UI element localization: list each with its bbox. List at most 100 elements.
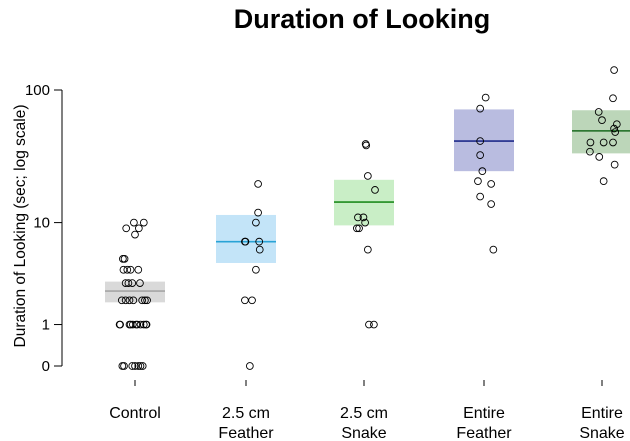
- data-point: [476, 137, 485, 145]
- data-point: [474, 177, 482, 185]
- data-point: [487, 200, 496, 208]
- data-point: [255, 245, 264, 254]
- data-point: [124, 279, 133, 287]
- data-point: [136, 320, 145, 329]
- x-tick-label: Snake: [579, 425, 624, 441]
- data-point: [119, 254, 127, 263]
- data-point: [116, 320, 125, 329]
- data-point: [134, 265, 143, 274]
- data-point: [241, 296, 249, 305]
- data-point: [476, 151, 485, 159]
- data-point: [362, 141, 371, 150]
- data-point: [126, 320, 135, 329]
- data-point: [248, 296, 256, 305]
- x-tick-label: Snake: [341, 425, 386, 441]
- y-axis: 0 1 10 100: [25, 82, 63, 375]
- data-point: [128, 279, 137, 287]
- data-point: [123, 265, 132, 274]
- data-point: [610, 66, 618, 74]
- data-point: [139, 218, 148, 227]
- data-point: [586, 138, 595, 147]
- y-tick-label: 100: [25, 82, 50, 99]
- data-point: [489, 245, 498, 254]
- ci-box: [216, 214, 276, 263]
- x-axis-categories: Control 2.5 cm Feather 2.5 cm Snake Entire Fea…: [109, 380, 625, 441]
- data-point: [478, 167, 487, 176]
- data-point: [612, 120, 621, 129]
- data-point: [595, 153, 604, 161]
- x-tick-label: Control: [109, 405, 161, 422]
- data-point: [139, 320, 148, 329]
- data-point: [120, 254, 129, 263]
- x-tick-label: 2.5 cm: [222, 405, 270, 422]
- data-point: [476, 104, 485, 113]
- data-point: [359, 213, 368, 222]
- data-point: [118, 362, 127, 370]
- data-point: [128, 362, 137, 370]
- data-point: [134, 362, 143, 370]
- data-point: [252, 218, 260, 227]
- data-point: [142, 320, 151, 329]
- data-point: [599, 138, 608, 147]
- data-point: [364, 172, 372, 180]
- data-point: [246, 362, 254, 370]
- chart-title: Duration of Looking: [234, 4, 490, 34]
- data-point: [129, 296, 138, 305]
- data-point: [120, 362, 128, 370]
- data-point: [126, 265, 135, 274]
- data-point: [117, 296, 126, 305]
- data-point: [611, 128, 620, 136]
- data-point: [136, 362, 145, 370]
- data-point: [138, 296, 147, 305]
- data-point: [252, 265, 260, 274]
- data-point: [131, 230, 139, 239]
- data-point: [609, 94, 617, 103]
- data-point: [241, 237, 250, 246]
- data-point: [598, 116, 606, 125]
- y-tick-label: 0: [42, 358, 50, 375]
- data-point: [481, 93, 490, 102]
- data-point: [594, 108, 603, 116]
- data-point: [370, 320, 378, 329]
- data-point: [610, 124, 618, 133]
- data-point: [121, 296, 130, 305]
- x-tick-label: Feather: [218, 425, 274, 441]
- data-point: [599, 177, 608, 185]
- data-point: [138, 362, 147, 370]
- mean-lines: [105, 130, 630, 292]
- data-point: [122, 224, 131, 233]
- data-point: [128, 320, 137, 329]
- data-point: [353, 224, 361, 233]
- ci-boxes: [105, 109, 630, 303]
- data-point: [610, 160, 619, 169]
- data-point: [143, 296, 151, 305]
- data-point: [119, 265, 128, 274]
- data-point: [586, 147, 594, 156]
- data-point: [130, 218, 138, 227]
- data-point: [254, 180, 262, 188]
- y-tick-label: 1: [42, 317, 50, 334]
- data-point: [476, 192, 485, 201]
- data-point: [365, 320, 373, 329]
- ci-box: [572, 110, 630, 154]
- data-point: [136, 279, 144, 287]
- data-point: [354, 213, 362, 222]
- x-tick-label: 2.5 cm: [340, 405, 388, 422]
- data-point: [255, 237, 264, 246]
- x-tick-label: Feather: [456, 425, 512, 441]
- data-point: [254, 208, 262, 217]
- data-point: [371, 186, 379, 194]
- y-axis-label: Duration of Looking (sec; log scale): [12, 105, 29, 348]
- y-tick-label: 10: [33, 215, 50, 232]
- data-point: [364, 245, 372, 254]
- data-point: [135, 224, 143, 233]
- data-point: [125, 296, 134, 305]
- x-tick-label: Entire: [581, 405, 623, 422]
- data-point: [141, 296, 149, 305]
- x-tick-label: Entire: [463, 405, 505, 422]
- data-points: [115, 66, 621, 370]
- data-point: [609, 138, 617, 147]
- data-point: [361, 218, 369, 227]
- data-point: [355, 224, 363, 233]
